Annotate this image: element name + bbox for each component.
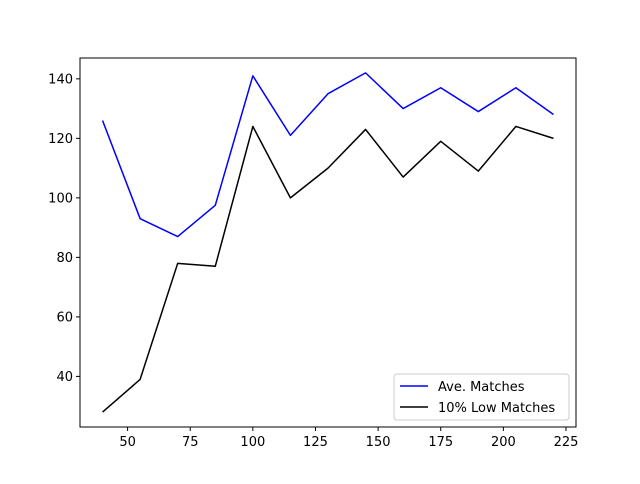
y-tick-label: 100	[48, 191, 73, 206]
legend: Ave. Matches 10% Low Matches	[394, 374, 569, 420]
y-tick-label: 120	[48, 132, 73, 147]
y-tick-label: 140	[48, 72, 73, 87]
y-tick-label: 60	[56, 310, 73, 325]
x-tick-label: 225	[554, 435, 579, 450]
x-tick-label: 175	[428, 435, 453, 450]
x-tick-label: 150	[366, 435, 391, 450]
series-line-ave-matches	[103, 73, 554, 237]
x-tick-label: 125	[303, 435, 328, 450]
plot-frame	[80, 58, 576, 427]
x-tick-label: 50	[119, 435, 136, 450]
x-tick-label: 200	[491, 435, 516, 450]
legend-label-10-low-matches: 10% Low Matches	[438, 401, 555, 416]
y-tick-label: 80	[56, 251, 73, 266]
x-tick-label: 75	[182, 435, 199, 450]
series-layer	[103, 73, 554, 412]
x-tick-label: 100	[240, 435, 265, 450]
legend-label-ave-matches: Ave. Matches	[438, 380, 525, 395]
y-tick-label: 40	[56, 370, 73, 385]
series-line-10-low-matches	[103, 126, 554, 412]
